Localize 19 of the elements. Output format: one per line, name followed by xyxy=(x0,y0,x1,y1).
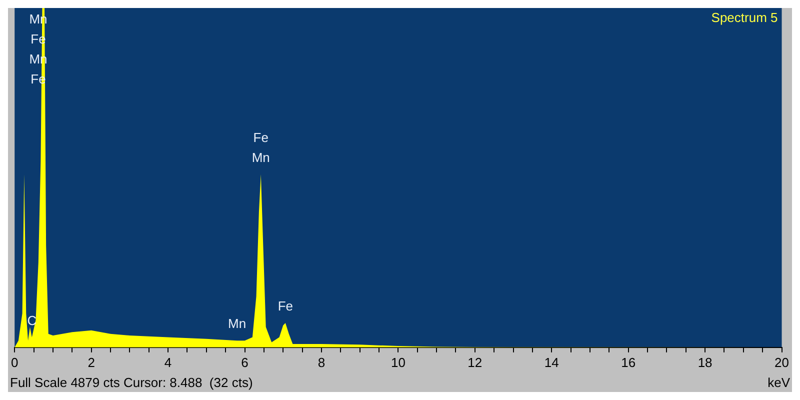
x-tick-label: 6 xyxy=(241,354,248,370)
x-tick-label: 18 xyxy=(698,354,712,370)
x-tick-label: 2 xyxy=(88,354,95,370)
annotation: Mn xyxy=(228,316,246,332)
x-tick-label: 14 xyxy=(544,354,559,370)
x-tick-label: 20 xyxy=(774,354,790,370)
x-tick-label: 12 xyxy=(468,354,482,370)
x-tick-label: 8 xyxy=(318,354,326,370)
x-axis-title: keV xyxy=(768,375,790,390)
x-tick-label: 10 xyxy=(390,354,406,370)
x-tick-label: 4 xyxy=(164,354,172,370)
annotation: Mn xyxy=(252,150,270,165)
annotation: C xyxy=(27,312,37,328)
annotation: Fe xyxy=(253,130,268,145)
x-tick-label: 16 xyxy=(621,354,636,370)
text: Full Scale 4879 cts Cursor: 8.488 (32 cts) xyxy=(10,375,253,390)
annotation: Fe xyxy=(278,298,294,314)
x-tick-label: 0 xyxy=(11,354,18,370)
chart-title: Spectrum 5 xyxy=(711,10,778,26)
